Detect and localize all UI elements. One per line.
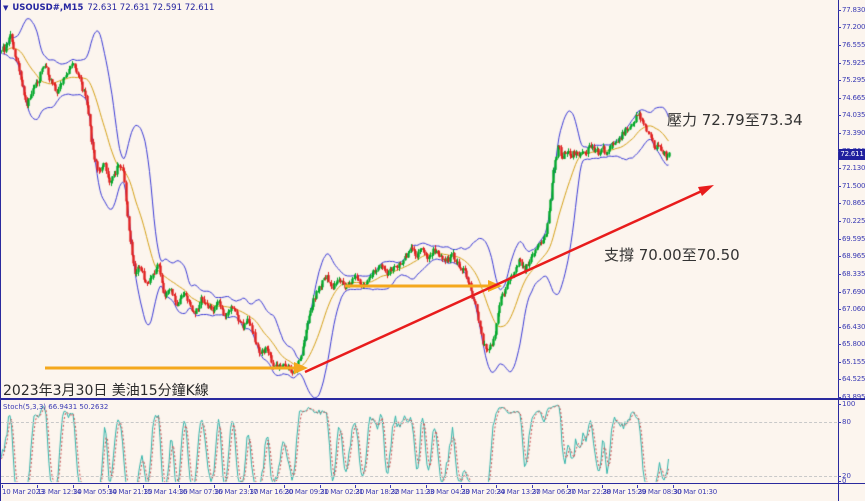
time-axis-label: 10 Mar 2023 xyxy=(2,485,45,496)
price-axis-label: 65.155 xyxy=(837,357,865,366)
price-axis-label: 74.035 xyxy=(837,111,865,120)
time-axis-label: 24 Mar 13:30 xyxy=(496,485,541,496)
symbol-dropdown-icon[interactable]: ▼ xyxy=(3,4,9,12)
price-axis[interactable]: 77.830 77.200 76.555 75.925 75.295 74.665 74.0… xyxy=(837,0,865,401)
time-axis-label: 23 Mar 20:30 xyxy=(460,485,506,496)
chart-caption: 2023年3月30日 美油15分鐘K線 xyxy=(3,383,209,399)
time-axis-label: 17 Mar 16:30 xyxy=(249,485,294,496)
price-axis-label: 64.525 xyxy=(837,375,865,384)
price-axis-label: 68.965 xyxy=(837,252,865,261)
ohlc-readout: 72.631 72.631 72.591 72.611 xyxy=(87,3,215,13)
price-axis-label: 70.865 xyxy=(837,199,865,208)
price-axis-label: 77.200 xyxy=(837,23,865,32)
time-axis-label: 27 Mar 22:30 xyxy=(566,485,612,496)
time-axis-label: 15 Mar 14:30 xyxy=(143,485,188,496)
stoch-level-20-line xyxy=(1,476,837,477)
time-axis-label: 16 Mar 07:30 xyxy=(178,485,223,496)
time-axis-label: 23 Mar 04:30 xyxy=(425,485,470,496)
stoch-scale-label: 0 xyxy=(837,477,847,485)
time-axis-label: 27 Mar 06:30 xyxy=(531,485,576,496)
price-axis-label: 76.555 xyxy=(837,41,865,50)
price-axis-label: 63.895 xyxy=(837,392,865,401)
stoch-scale-label: 80 xyxy=(838,418,851,426)
stoch-scale-label: 100 xyxy=(837,400,856,408)
time-axis-divider xyxy=(0,483,865,484)
time-axis-label: 14 Mar 05:30 xyxy=(72,485,117,496)
price-axis-label: 74.665 xyxy=(837,93,865,102)
chart-title-bar: ▼ USOUSD#,M15 72.631 72.631 72.591 72.61… xyxy=(3,2,214,14)
stoch-level-80-line xyxy=(1,422,837,423)
time-axis[interactable]: 10 Mar 2023 13 Mar 12:30 14 Mar 05:30 14 Ma… xyxy=(0,484,838,501)
resistance-annotation: 壓力 72.79至73.34 xyxy=(667,111,803,129)
time-axis-label: 21 Mar 18:30 xyxy=(355,485,400,496)
price-axis-label: 67.690 xyxy=(837,287,865,296)
price-axis-label: 66.430 xyxy=(837,322,865,331)
price-axis-label: 68.335 xyxy=(837,269,865,278)
time-axis-label: 20 Mar 09:30 xyxy=(284,485,329,496)
pane-splitter[interactable] xyxy=(0,398,865,400)
chart-left-border xyxy=(0,0,1,501)
price-axis-label: 77.830 xyxy=(837,6,865,14)
price-axis-label: 65.800 xyxy=(837,340,865,349)
time-axis-label: 30 Mar 01:30 xyxy=(672,485,718,496)
stoch-scale-label: 20 xyxy=(838,472,851,480)
price-axis-border xyxy=(838,0,839,501)
time-axis-label: 14 Mar 21:30 xyxy=(107,485,153,496)
time-axis-label: 16 Mar 23:30 xyxy=(213,485,259,496)
stochastic-indicator-label: Stoch(5,3,3) 66.9431 50.2632 xyxy=(3,403,109,411)
price-axis-label: 69.595 xyxy=(837,234,865,243)
time-axis-label: 28 Mar 15:30 xyxy=(602,485,647,496)
price-axis-label: 70.225 xyxy=(837,217,865,226)
time-axis-label: 22 Mar 11:30 xyxy=(390,485,435,496)
price-axis-label: 73.390 xyxy=(837,129,865,138)
price-axis-label: 75.295 xyxy=(837,76,865,85)
time-axis-label: 29 Mar 08:30 xyxy=(637,485,682,496)
price-axis-label: 71.500 xyxy=(837,181,865,190)
price-axis-label: 72.130 xyxy=(837,164,865,173)
stoch-scale-axis[interactable]: 100 80 20 0 xyxy=(837,399,865,485)
support-annotation: 支撐 70.00至70.50 xyxy=(604,246,740,264)
time-axis-label: 13 Mar 12:30 xyxy=(37,485,82,496)
symbol-timeframe-title: USOUSD#,M15 xyxy=(12,3,84,13)
current-price-badge: 72.611 xyxy=(839,149,865,161)
price-axis-label: 67.060 xyxy=(837,305,865,314)
time-axis-label: 21 Mar 02:30 xyxy=(319,485,365,496)
price-axis-label: 75.925 xyxy=(837,58,865,67)
